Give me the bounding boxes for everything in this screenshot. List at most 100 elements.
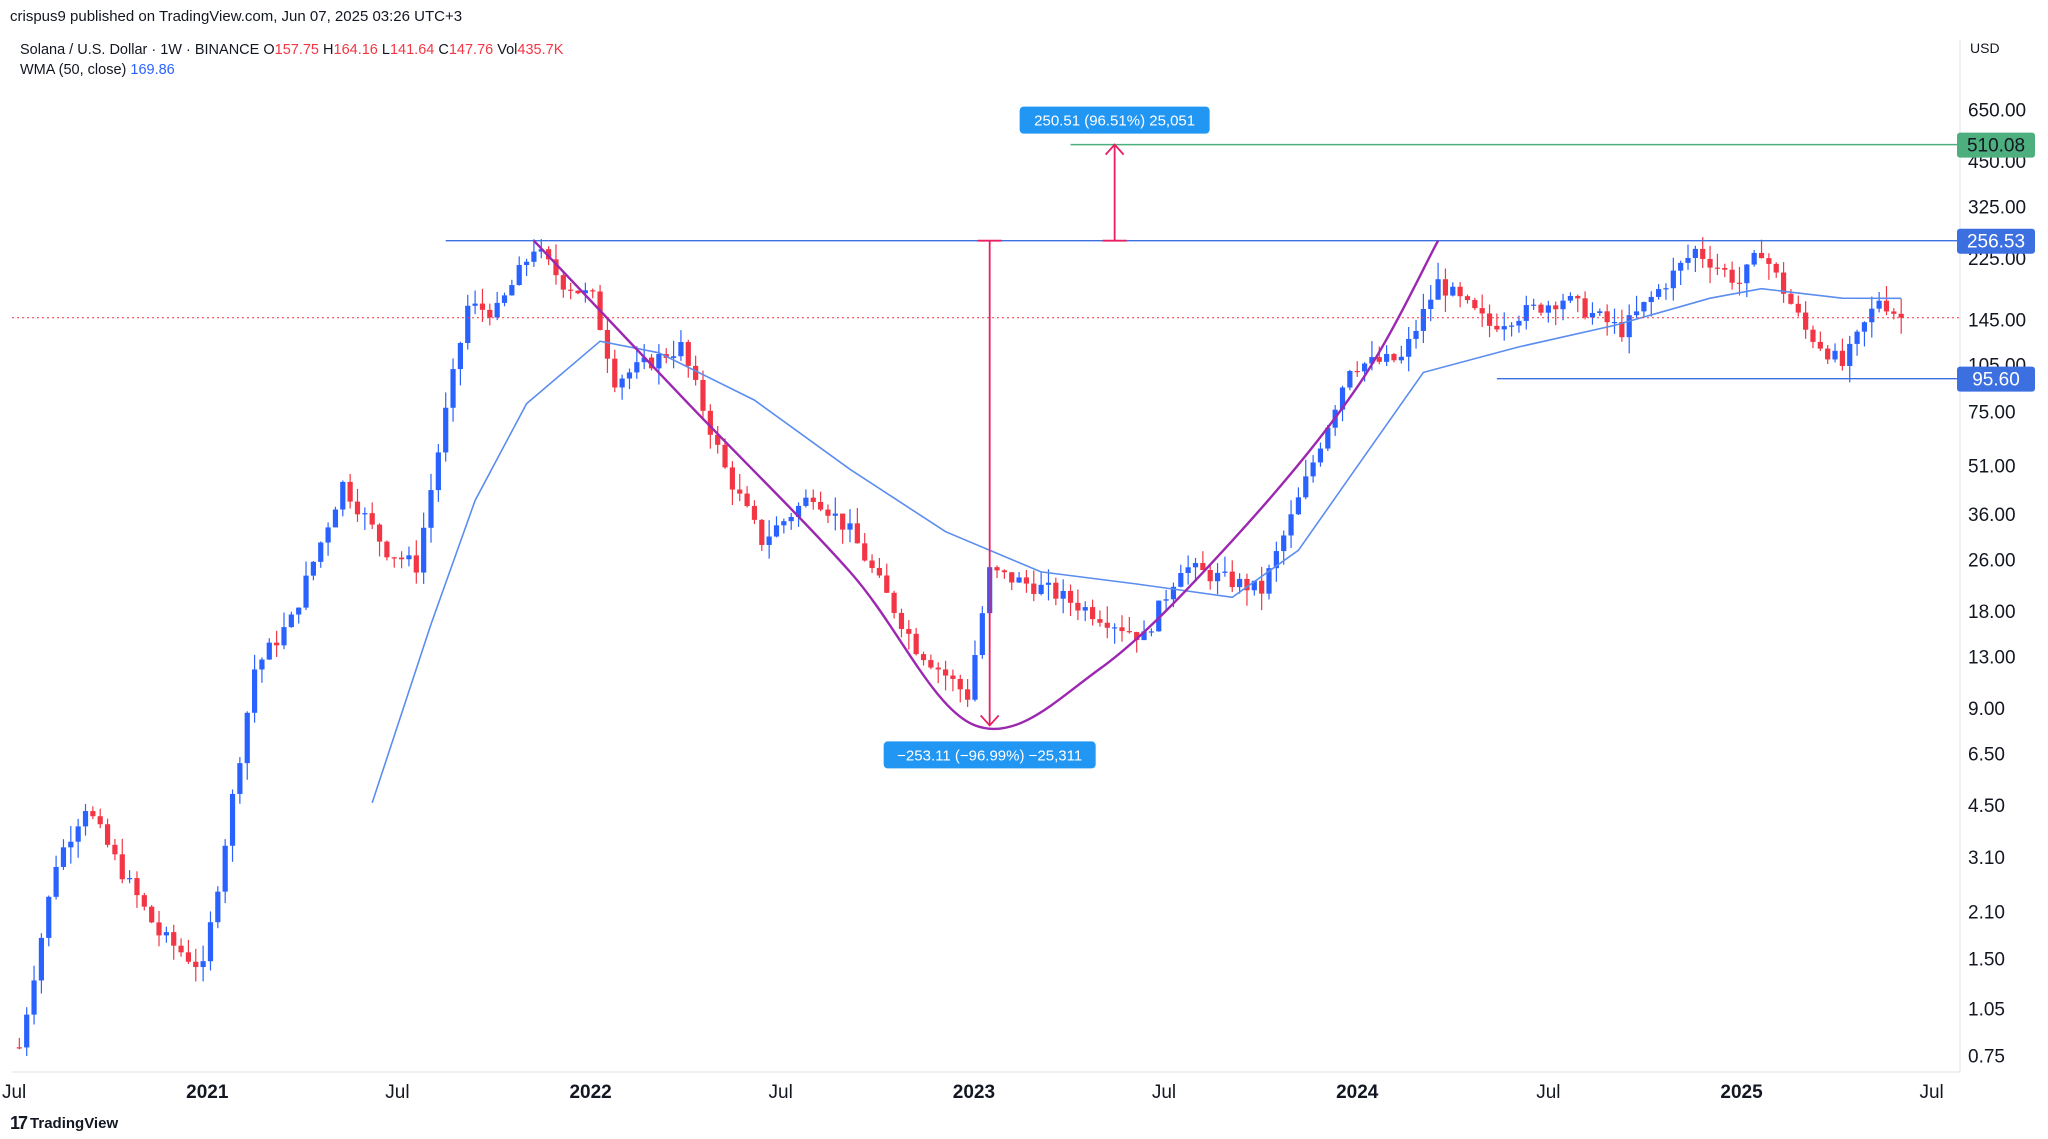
x-tick-label: Jul <box>769 1082 793 1103</box>
symbol-title[interactable]: Solana / U.S. Dollar · 1W · BINANCE <box>20 42 260 58</box>
candle-body <box>1457 286 1463 297</box>
candle-body <box>1869 308 1875 323</box>
y-tick-label: 145.00 <box>1968 310 2026 331</box>
candle-body <box>818 502 824 510</box>
x-tick-label: Jul <box>1536 1082 1560 1103</box>
candle-body <box>641 357 647 363</box>
chart-header: Solana / U.S. Dollar · 1W · BINANCE O157… <box>20 40 563 80</box>
candle-body <box>450 369 456 408</box>
candle-body <box>1053 582 1059 599</box>
candle-body <box>1339 387 1346 410</box>
x-tick-label: 2025 <box>1720 1082 1763 1103</box>
candle-body <box>185 952 192 962</box>
volume-label: Vol <box>497 42 518 58</box>
candle-body <box>413 555 419 573</box>
candle-body <box>1538 304 1544 313</box>
candle-body <box>1222 571 1228 573</box>
x-tick-label: Jul <box>1919 1082 1943 1103</box>
candle-body <box>1170 586 1177 600</box>
candle-body <box>1376 357 1382 362</box>
candle-body <box>1729 269 1735 283</box>
candle-body <box>1450 286 1456 296</box>
y-tick-label: 0.75 <box>1968 1046 2005 1067</box>
candle-body <box>1192 563 1199 568</box>
candle-body <box>1707 258 1713 268</box>
candle-body <box>296 607 302 615</box>
candle-body <box>1119 627 1125 632</box>
candle-body <box>1656 289 1662 297</box>
candle-body <box>1545 305 1551 313</box>
y-tick-label: 325.00 <box>1968 198 2026 219</box>
candle-body <box>141 895 147 907</box>
candle-body <box>1700 248 1706 259</box>
candle-body <box>1317 448 1324 463</box>
target-price-tag <box>1957 132 2035 158</box>
candle-body <box>1516 320 1522 326</box>
candle-body <box>487 309 493 318</box>
candle-body <box>1758 252 1765 259</box>
candle-body <box>509 285 515 296</box>
candle-body <box>1633 311 1640 316</box>
candle-body <box>134 878 140 896</box>
candle-body <box>119 854 125 880</box>
tradingview-logo[interactable]: 17 TradingView <box>10 1113 118 1134</box>
y-tick-label: 4.50 <box>1968 796 2005 817</box>
candle-body <box>237 763 243 794</box>
candle-body <box>127 878 133 880</box>
candle-body <box>722 444 728 468</box>
candle-body <box>1126 631 1132 633</box>
drop-measure-arrowhead <box>980 714 1000 727</box>
candle-body <box>347 481 353 502</box>
candle-body <box>46 896 52 938</box>
wma-row[interactable]: WMA (50, close) 169.86 <box>20 60 563 80</box>
wma-label: WMA (50, close) <box>20 62 127 78</box>
candle-body <box>178 945 184 953</box>
candle-body <box>104 824 111 845</box>
candle-body <box>928 660 934 668</box>
candle-body <box>1420 309 1426 331</box>
candle-body <box>156 922 162 936</box>
candle-body <box>1259 580 1265 594</box>
candle-body <box>1883 300 1890 312</box>
currency-label[interactable]: USD <box>1970 40 2000 56</box>
candle-body <box>1486 313 1493 326</box>
candle-body <box>1898 313 1904 318</box>
x-tick-label: Jul <box>2 1082 26 1103</box>
candle-body <box>1508 325 1515 327</box>
candle-body <box>1773 263 1779 273</box>
candle-body <box>1273 551 1279 569</box>
support-price-label: 95.60 <box>1972 370 2020 391</box>
candle-body <box>1060 590 1066 599</box>
candle-body <box>163 932 169 936</box>
candle-body <box>744 493 750 507</box>
published-byline: crispus9 published on TradingView.com, J… <box>10 8 463 25</box>
candle-body <box>38 937 45 981</box>
candle-body <box>399 557 405 560</box>
candle-body <box>472 303 478 306</box>
y-tick-label: 9.00 <box>1968 699 2005 720</box>
candle-body <box>1736 282 1743 284</box>
candle-body <box>1597 311 1603 313</box>
candle-body <box>435 452 441 491</box>
open-label: O <box>263 42 275 58</box>
x-tick-label: Jul <box>385 1082 409 1103</box>
candle-body <box>700 379 706 411</box>
candle-body <box>1494 325 1500 330</box>
candle-body <box>1038 584 1044 594</box>
candle-body <box>222 845 228 892</box>
candle-body <box>1413 330 1419 339</box>
candle-body <box>1766 258 1772 264</box>
candle-body <box>1722 267 1728 270</box>
candle-body <box>590 290 596 292</box>
candle-body <box>1611 321 1618 324</box>
candle-body <box>1229 571 1235 588</box>
candle-body <box>1141 631 1147 641</box>
y-tick-label: 13.00 <box>1968 648 2016 669</box>
candle-body <box>862 543 868 561</box>
high-label: H <box>323 42 334 58</box>
candle-body <box>693 365 699 380</box>
candle-body <box>920 654 927 661</box>
candle-body <box>82 811 89 827</box>
candle-body <box>950 675 956 679</box>
